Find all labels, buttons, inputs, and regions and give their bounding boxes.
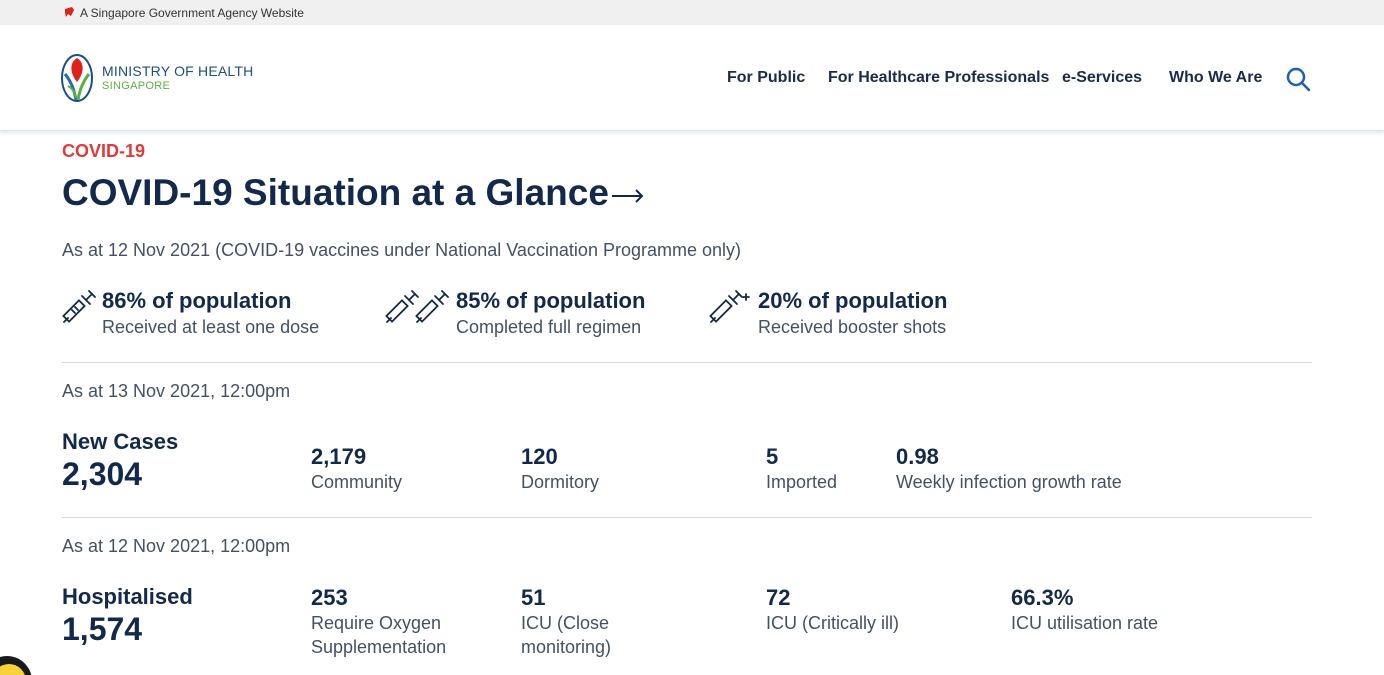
cases-as-at: As at 13 Nov 2021, 12:00pm bbox=[62, 381, 291, 401]
icu-critically-ill-value: 72 bbox=[766, 585, 791, 610]
arrow-right-icon[interactable] bbox=[610, 186, 646, 206]
dormitory-cases-label: Dormitory bbox=[521, 472, 600, 492]
vaccination-as-at: As at 12 Nov 2021 (COVID-19 vaccines und… bbox=[62, 240, 741, 260]
nav-for-public[interactable]: For Public bbox=[727, 69, 806, 86]
section-eyebrow[interactable]: COVID-19 bbox=[62, 141, 146, 161]
icu-utilisation-value: 66.3% bbox=[1011, 585, 1074, 610]
icu-critically-ill-label: ICU (Critically ill) bbox=[766, 613, 899, 633]
imported-cases-label: Imported bbox=[766, 472, 838, 492]
moh-logo-emblem[interactable] bbox=[60, 52, 94, 104]
hospital-as-at: As at 12 Nov 2021, 12:00pm bbox=[62, 536, 291, 556]
oxygen-value: 253 bbox=[311, 585, 348, 610]
double-syringe-icon bbox=[385, 290, 449, 323]
lion-head-icon bbox=[65, 7, 74, 17]
nav-who-we-are[interactable]: Who We Are bbox=[1169, 69, 1263, 86]
vaccination-one-dose-percent: 86% of population bbox=[102, 288, 292, 313]
nav-e-services[interactable]: e-Services bbox=[1062, 69, 1143, 86]
nav-for-healthcare-professionals[interactable]: For Healthcare Professionals bbox=[828, 69, 1050, 86]
hospitalised-heading: Hospitalised bbox=[62, 584, 193, 609]
logo-title[interactable]: MINISTRY OF HEALTH bbox=[102, 63, 254, 79]
icu-close-monitoring-label-line2: monitoring) bbox=[521, 637, 612, 657]
oxygen-label-line1: Require Oxygen bbox=[311, 613, 442, 633]
vaccination-booster-label: Received booster shots bbox=[758, 317, 947, 337]
icu-close-monitoring-label-line1: ICU (Close bbox=[521, 613, 610, 633]
new-cases-heading: New Cases bbox=[62, 429, 179, 454]
logo-subtitle[interactable]: SINGAPORE bbox=[102, 80, 171, 92]
icu-close-monitoring-value: 51 bbox=[521, 585, 546, 610]
government-banner-text: A Singapore Government Agency Website bbox=[80, 6, 304, 20]
vaccination-full-regimen-percent: 85% of population bbox=[456, 288, 646, 313]
site-header: MINISTRY OF HEALTH SINGAPORE For Public … bbox=[0, 25, 1384, 131]
growth-rate-value: 0.98 bbox=[896, 444, 939, 469]
divider bbox=[62, 362, 1312, 363]
booster-syringe-icon bbox=[709, 290, 750, 323]
smiley-icon bbox=[0, 664, 26, 675]
community-cases-label: Community bbox=[311, 472, 403, 492]
community-cases-value: 2,179 bbox=[311, 444, 367, 469]
icu-utilisation-label: ICU utilisation rate bbox=[1011, 613, 1159, 633]
new-cases-total: 2,304 bbox=[62, 456, 143, 492]
imported-cases-value: 5 bbox=[766, 444, 779, 469]
page-title[interactable]: COVID-19 Situation at a Glance bbox=[62, 172, 609, 213]
oxygen-label-line2: Supplementation bbox=[311, 637, 447, 657]
search-icon[interactable] bbox=[1285, 66, 1311, 92]
vaccination-one-dose-label: Received at least one dose bbox=[102, 317, 320, 337]
syringe-icon bbox=[62, 290, 96, 323]
hospitalised-total: 1,574 bbox=[62, 611, 143, 647]
government-banner: A Singapore Government Agency Website bbox=[0, 0, 1384, 25]
dormitory-cases-value: 120 bbox=[521, 444, 558, 469]
vaccination-full-regimen-label: Completed full regimen bbox=[456, 317, 642, 337]
divider bbox=[62, 517, 1312, 518]
vaccination-booster-percent: 20% of population bbox=[758, 288, 948, 313]
feedback-widget-button[interactable] bbox=[0, 656, 32, 675]
growth-rate-label: Weekly infection growth rate bbox=[896, 472, 1122, 492]
